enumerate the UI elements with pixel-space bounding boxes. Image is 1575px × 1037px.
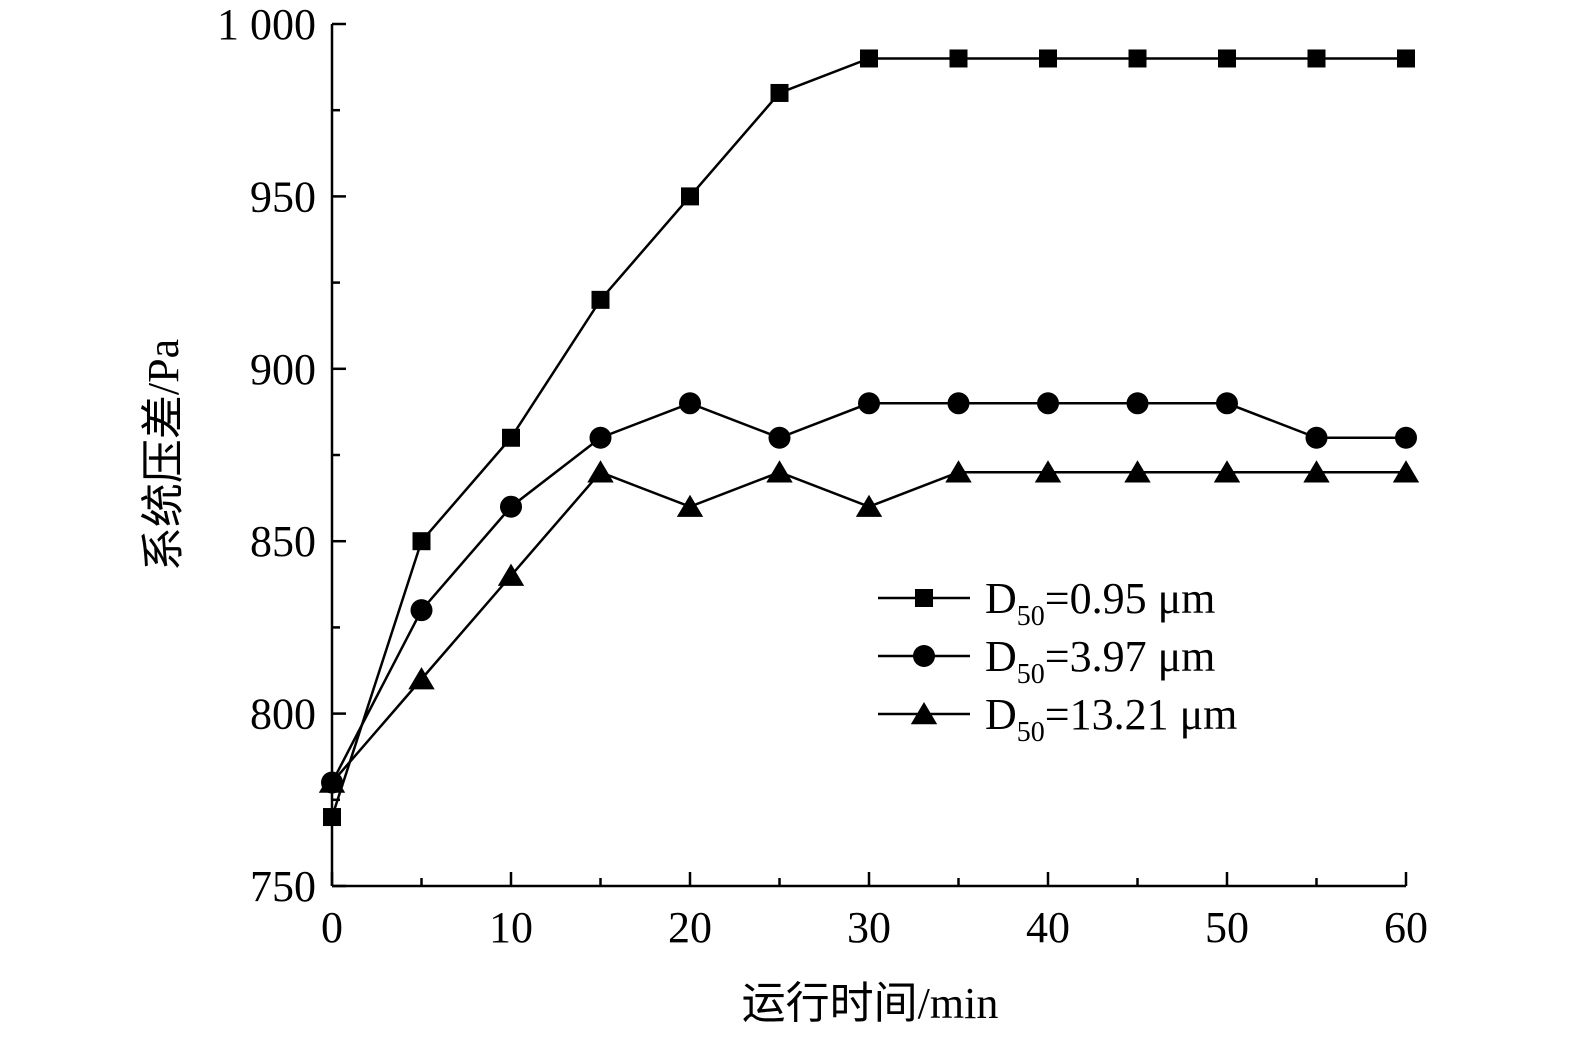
legend-label: D50=13.21 μm	[985, 690, 1237, 748]
triangle-marker	[1213, 460, 1241, 483]
series-circle	[321, 392, 1417, 794]
square-marker	[1307, 49, 1326, 68]
triangle-marker	[408, 667, 435, 690]
triangle-marker	[1392, 460, 1420, 483]
circle-marker	[500, 495, 522, 518]
x-axis-title: 运行时间/min	[742, 979, 999, 1028]
y-tick-label: 950	[250, 172, 316, 221]
circle-marker	[1216, 392, 1238, 415]
y-tick-label: 900	[250, 345, 316, 394]
circle-marker	[1037, 392, 1059, 415]
triangle-marker	[587, 460, 614, 483]
legend-item: D50=13.21 μm	[878, 690, 1237, 748]
y-tick-label: 750	[250, 862, 316, 911]
y-tick-label: 800	[250, 690, 316, 739]
circle-marker	[1305, 426, 1328, 449]
circle-marker	[858, 392, 880, 415]
x-tick-label: 40	[1026, 903, 1070, 952]
circle-marker	[768, 426, 791, 449]
triangle-marker	[1303, 460, 1330, 483]
x-tick-label: 10	[489, 903, 533, 952]
circle-marker	[589, 426, 612, 449]
x-tick-label: 30	[847, 903, 891, 952]
square-marker	[1128, 49, 1147, 68]
axes: 0 10 20 30 40 50 60 750 800 850 900 950 1 000	[217, 0, 1428, 952]
series-line	[331, 470, 1406, 784]
square-marker	[1397, 49, 1415, 68]
legend-label: D50=3.97 μm	[985, 632, 1215, 690]
triangle-marker	[855, 494, 883, 517]
legend-label: D50=0.95 μm	[985, 574, 1215, 632]
square-marker	[681, 187, 699, 206]
x-tick-label: 50	[1205, 903, 1249, 952]
triangle-marker	[1124, 460, 1151, 483]
circle-marker	[1126, 392, 1149, 415]
x-tick-label: 60	[1384, 903, 1428, 952]
square-marker	[323, 808, 341, 827]
circle-marker	[913, 645, 935, 667]
series-layer	[318, 49, 1420, 827]
triangle-marker	[910, 702, 938, 725]
square-marker	[770, 83, 789, 102]
circle-marker	[679, 392, 701, 415]
circle-marker	[947, 392, 970, 415]
series-line	[330, 57, 1406, 818]
square-marker	[502, 428, 520, 447]
x-tick-label: 0	[321, 903, 343, 952]
legend-item: D50=3.97 μm	[878, 632, 1215, 690]
y-tick-label: 1 000	[217, 0, 316, 49]
y-axis-title: 系统压差/Pa	[139, 339, 188, 571]
square-marker	[1039, 49, 1057, 68]
triangle-marker	[945, 460, 972, 483]
triangle-marker	[676, 494, 704, 517]
x-tick-label: 20	[668, 903, 712, 952]
triangle-marker	[766, 460, 793, 483]
square-marker	[949, 49, 968, 68]
triangle-marker	[497, 563, 525, 586]
series-square	[323, 49, 1415, 827]
circle-marker	[410, 599, 433, 622]
square-marker	[1218, 49, 1236, 68]
y-tick-label: 850	[250, 517, 316, 566]
triangle-marker	[1034, 460, 1062, 483]
series-triangle	[318, 460, 1420, 793]
triangle-marker	[318, 770, 346, 793]
square-marker	[915, 589, 933, 607]
circle-marker	[1395, 426, 1417, 449]
square-marker	[860, 49, 878, 68]
legend-item: D50=0.95 μm	[878, 574, 1215, 632]
square-marker	[591, 290, 610, 309]
square-marker	[412, 532, 431, 551]
